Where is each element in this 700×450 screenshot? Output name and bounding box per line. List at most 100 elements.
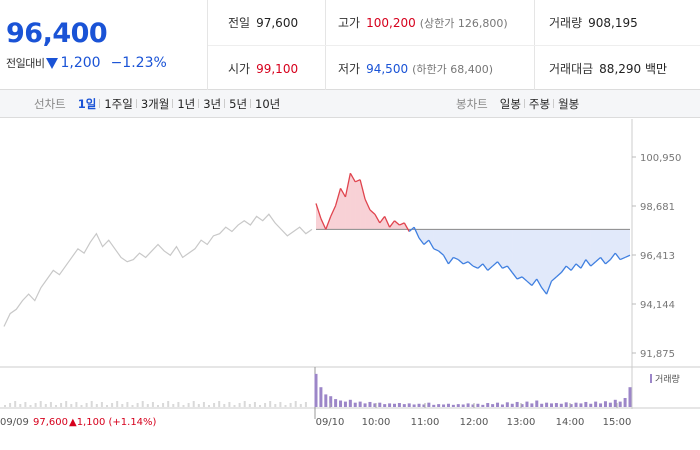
up-fill: [316, 203, 321, 230]
price-line-segment: [516, 276, 523, 280]
prev-day-line: [3, 213, 313, 327]
volume-legend-swatch: [650, 374, 652, 383]
up-fill: [355, 179, 361, 230]
x-tick-label: 11:00: [411, 417, 440, 428]
down-fill: [502, 229, 508, 269]
tab-1y[interactable]: 1년: [172, 96, 199, 112]
price-line-segment: [462, 261, 469, 265]
prev-volume-bar: [146, 404, 149, 407]
prev-volume-bar: [44, 404, 47, 407]
up-fill: [394, 220, 400, 230]
up-fill: [399, 222, 405, 230]
down-fill: [576, 229, 581, 269]
down-fill: [482, 229, 488, 271]
y-tick-label: 100,950: [640, 153, 681, 164]
volume-bar: [407, 403, 411, 407]
x-tick-label: 09/10: [316, 417, 345, 428]
tab-1w[interactable]: 1주일: [99, 96, 136, 112]
volume-bar: [486, 403, 490, 407]
price-line-segment: [477, 263, 484, 269]
price-line-segment: [349, 172, 356, 183]
tab-10y[interactable]: 10년: [250, 96, 284, 112]
prev-day-close: 97,600: [33, 417, 68, 428]
price-line-segment: [359, 179, 366, 200]
volume-value: 908,195: [588, 15, 638, 30]
volume-bar: [446, 403, 450, 407]
down-fill: [590, 229, 596, 267]
volume-bar: [432, 404, 436, 407]
volume-bar: [437, 404, 441, 407]
tab-daily[interactable]: 일봉: [499, 97, 521, 111]
prev-volume-bar: [55, 405, 57, 407]
tab-weekly[interactable]: 주봉: [523, 96, 554, 112]
prev-volume-bar: [100, 402, 103, 407]
prev-volume-bar: [213, 403, 216, 407]
volume-bar: [368, 401, 372, 407]
price-line-segment: [408, 226, 415, 233]
x-axis: 09/10 10:00 11:00 12:00 13:00 14:00 15:00 09/09…: [0, 403, 631, 428]
down-fill: [620, 229, 626, 260]
down-fill: [595, 229, 601, 262]
volume-bar: [324, 394, 328, 407]
price-line-segment: [423, 239, 430, 245]
quote-row: 전일 97,600 고가 100,200 (상한가 126,800) 거래량 9…: [208, 0, 700, 45]
price-line-segment: [457, 259, 464, 265]
price-line-segment: [403, 222, 410, 232]
tab-5y[interactable]: 5년: [224, 96, 251, 112]
x-tick-label: 12:00: [460, 417, 489, 428]
tab-1d[interactable]: 1일: [77, 97, 97, 111]
prev-volume-bar: [4, 405, 6, 407]
chart-grid: [0, 119, 700, 419]
volume-bar: [618, 401, 622, 407]
price-chart[interactable]: 100,950 98,681 96,413 94,144 91,875 거래량 09/1…: [0, 119, 700, 450]
prev-volume-bar: [126, 402, 129, 407]
y-tick-label: 91,875: [640, 349, 675, 360]
down-fill: [443, 229, 449, 264]
price-line-segment: [511, 272, 518, 280]
volume-bar: [388, 403, 392, 407]
up-fill: [365, 199, 370, 230]
price-line-segment: [605, 259, 611, 265]
prev-volume-bar: [29, 405, 32, 407]
tab-3y[interactable]: 3년: [198, 96, 225, 112]
down-fill: [497, 229, 503, 269]
prev-volume-bar: [157, 405, 159, 407]
up-fill: [369, 209, 375, 230]
tab-3m[interactable]: 3개월: [135, 96, 173, 112]
price-line-segment: [619, 256, 626, 261]
prev-volume-bar: [264, 403, 267, 407]
low-cell: 저가 94,500 (하한가 68,400): [325, 46, 493, 91]
prev-day-change: ▲1,100 (+1.14%): [69, 417, 157, 428]
down-fill: [438, 229, 444, 256]
prev-volume-bar: [49, 402, 52, 407]
volume-bar: [525, 401, 529, 407]
high-cell: 고가 100,200 (상한가 126,800): [325, 0, 508, 45]
up-fill: [330, 205, 336, 230]
line-chart-title: 선차트: [34, 97, 66, 111]
lower-limit: (하한가 68,400): [412, 62, 494, 76]
price-line-segment: [575, 263, 582, 269]
volume-bar: [628, 387, 632, 407]
line-chart-tabs: 선차트 1일 1주일 3개월 1년 3년 5년 10년: [34, 90, 284, 118]
tab-monthly[interactable]: 월봉: [553, 96, 583, 112]
volume-bar: [378, 402, 382, 407]
change-label: 전일대비: [6, 57, 45, 70]
volume-bar: [491, 404, 495, 407]
up-fill: [374, 214, 380, 230]
prev-volume-bar: [284, 405, 287, 407]
prev-volume-bar: [14, 401, 17, 407]
price-line-segment: [580, 259, 587, 269]
volume-bar: [319, 387, 323, 407]
price-line-segment: [442, 254, 450, 265]
volume-bars: 거래량: [4, 373, 680, 407]
down-fill: [585, 229, 591, 267]
open-cell: 시가 99,100: [228, 46, 298, 91]
price-line-segment: [590, 261, 597, 267]
down-fill: [507, 229, 513, 273]
down-fill: [419, 229, 424, 245]
price-line-segment: [502, 265, 508, 269]
down-fill: [487, 229, 493, 271]
volume-bar: [451, 404, 455, 407]
volume-bar: [500, 404, 504, 407]
y-tick-label: 94,144: [640, 300, 675, 311]
